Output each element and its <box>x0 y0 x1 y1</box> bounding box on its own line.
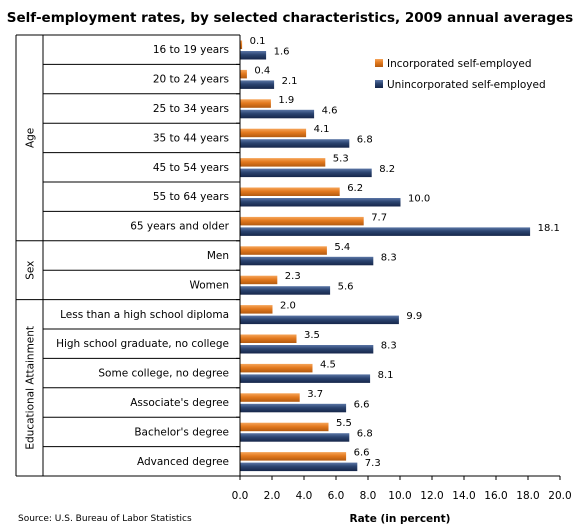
bar-unincorporated <box>240 168 372 178</box>
data-label: 9.9 <box>406 311 422 322</box>
data-label: 5.4 <box>334 242 350 253</box>
bar-incorporated <box>240 216 364 226</box>
group-label: Educational Attainment <box>25 326 37 450</box>
x-axis-label: Rate (in percent) <box>350 513 451 525</box>
bar-unincorporated <box>240 345 374 354</box>
x-tick-label: 0.0 <box>232 490 249 502</box>
data-label: 6.2 <box>347 183 363 194</box>
category-label: Associate's degree <box>130 397 229 409</box>
bar-unincorporated <box>240 286 331 295</box>
bar-incorporated <box>240 363 313 373</box>
data-label: 8.2 <box>379 164 395 175</box>
bar-incorporated <box>240 128 307 138</box>
data-label: 2.3 <box>285 271 301 282</box>
data-label: 5.5 <box>336 418 352 429</box>
category-label: 25 to 34 years <box>153 103 229 115</box>
data-label: 4.1 <box>314 124 330 135</box>
category-label: Advanced degree <box>137 456 229 468</box>
bar-unincorporated <box>240 256 374 266</box>
bar-unincorporated <box>240 403 347 413</box>
bar-incorporated <box>240 422 329 432</box>
x-tick-label: 8.0 <box>360 490 377 502</box>
x-tick-label: 20.0 <box>548 490 571 502</box>
data-label: 6.6 <box>354 399 370 410</box>
bar-incorporated <box>240 158 326 167</box>
x-tick-label: 14.0 <box>452 490 475 502</box>
bar-unincorporated <box>240 227 531 236</box>
data-label: 8.3 <box>381 252 397 263</box>
legend-label: Unincorporated self-employed <box>387 79 546 91</box>
category-label: Less than a high school diploma <box>60 309 229 321</box>
x-tick-label: 12.0 <box>420 490 443 502</box>
category-label: 65 years and older <box>130 221 229 233</box>
x-tick-label: 16.0 <box>484 490 507 502</box>
category-label: 45 to 54 years <box>153 162 229 174</box>
data-label: 8.1 <box>378 370 394 381</box>
x-tick-label: 18.0 <box>516 490 539 502</box>
data-label: 6.8 <box>357 135 373 146</box>
plot-area: Age Sex Educational Attainment 16 to 19 yea… <box>15 34 572 502</box>
data-label: 4.6 <box>322 105 338 116</box>
x-tick-label: 6.0 <box>328 490 345 502</box>
bar-unincorporated <box>240 139 350 148</box>
data-label: 2.1 <box>282 76 298 87</box>
bar-unincorporated <box>240 315 399 325</box>
data-label: 3.7 <box>307 389 323 400</box>
data-label: 8.3 <box>381 341 397 352</box>
data-label: 6.6 <box>354 448 370 459</box>
bar-incorporated <box>240 452 347 461</box>
bar-incorporated <box>240 393 300 402</box>
category-label: High school graduate, no college <box>56 338 229 350</box>
data-label: 5.6 <box>338 282 354 293</box>
data-label: 0.4 <box>254 65 270 76</box>
bar-incorporated <box>240 99 271 108</box>
source-note: Source: U.S. Bureau of Labor Statistics <box>18 514 192 524</box>
data-label: 1.9 <box>278 95 294 106</box>
bar-incorporated <box>240 40 243 49</box>
bar-unincorporated <box>240 433 350 442</box>
group-label: Age <box>25 128 37 148</box>
bar-unincorporated <box>240 374 371 383</box>
data-label: 5.3 <box>333 154 349 165</box>
legend-label: Incorporated self-employed <box>387 58 531 70</box>
category-label: 55 to 64 years <box>153 191 229 203</box>
category-label: 16 to 19 years <box>153 44 229 56</box>
category-label: Bachelor's degree <box>134 426 229 438</box>
data-label: 10.0 <box>408 194 430 205</box>
bar-unincorporated <box>240 80 275 89</box>
x-tick-label: 4.0 <box>296 490 313 502</box>
bar-unincorporated <box>240 51 267 60</box>
bar-incorporated <box>240 246 327 255</box>
data-label: 7.7 <box>371 212 387 223</box>
data-label: 4.5 <box>320 359 336 370</box>
chart-title: Self-employment rates, by selected chara… <box>7 10 573 26</box>
category-label: Some college, no degree <box>98 368 229 380</box>
legend-swatch-1 <box>375 80 383 88</box>
bar-unincorporated <box>240 462 358 472</box>
category-label: Women <box>189 279 229 291</box>
bar-incorporated <box>240 187 340 196</box>
bar-incorporated <box>240 334 297 343</box>
x-tick-label: 10.0 <box>388 490 411 502</box>
data-label: 7.3 <box>365 458 381 469</box>
data-label: 18.1 <box>538 223 560 234</box>
bar-unincorporated <box>240 198 401 207</box>
bar-incorporated <box>240 305 273 314</box>
x-tick-label: 2.0 <box>264 490 281 502</box>
bar-unincorporated <box>240 109 315 119</box>
category-label: 20 to 24 years <box>153 74 229 86</box>
data-label: 2.0 <box>280 301 296 312</box>
data-label: 0.1 <box>250 36 266 47</box>
data-label: 3.5 <box>304 330 320 341</box>
data-label: 6.8 <box>357 429 373 440</box>
data-label: 1.6 <box>274 47 290 58</box>
group-label: Sex <box>25 261 37 280</box>
category-label: Men <box>207 250 229 262</box>
bar-incorporated <box>240 275 278 285</box>
legend-swatch-0 <box>375 59 383 67</box>
category-label: 35 to 44 years <box>153 132 229 144</box>
bar-incorporated <box>240 69 247 79</box>
